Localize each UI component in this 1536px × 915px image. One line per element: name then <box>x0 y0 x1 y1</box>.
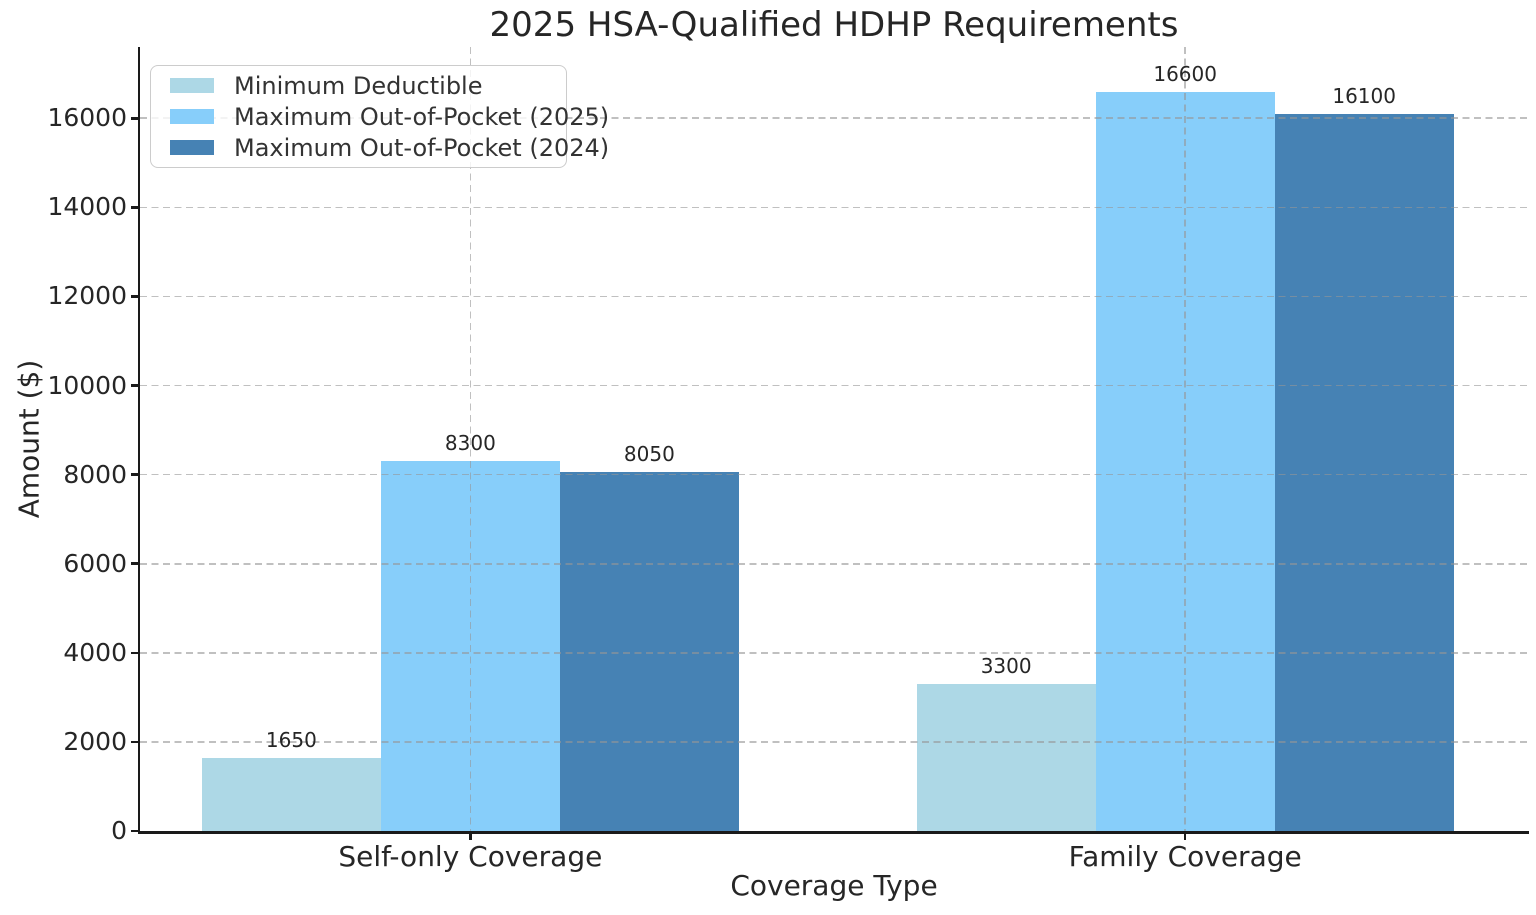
bar-labels-layer: 1650 8300 8050 3300 16600 16100 <box>140 47 1528 831</box>
legend-item: Minimum Deductible <box>161 70 556 101</box>
y-tick-label: 16000 <box>47 103 127 133</box>
y-tick-mark <box>131 117 140 120</box>
gridline-horizontal <box>140 473 1528 476</box>
legend-item: Maximum Out-of-Pocket (2025) <box>161 101 609 132</box>
bar-value-label: 16600 <box>1153 61 1217 86</box>
gridline-horizontal <box>140 562 1528 565</box>
x-axis-spine <box>137 831 1529 834</box>
bar-value-label: 8050 <box>623 442 675 467</box>
y-tick-mark <box>131 651 140 655</box>
y-tick-mark <box>131 829 140 833</box>
gridline-horizontal <box>140 652 1528 654</box>
y-tick-mark <box>131 740 140 744</box>
grid-layer <box>140 47 1528 831</box>
gridline-horizontal <box>140 295 1528 298</box>
bar-self-only-coverage-series-0 <box>201 757 381 831</box>
bar-self-only-coverage-series-2 <box>559 472 739 831</box>
y-tick-mark <box>131 384 140 387</box>
y-tick-label: 10000 <box>47 370 127 400</box>
legend-item: Maximum Out-of-Pocket (2024) <box>161 132 609 163</box>
bar-family-coverage-series-2 <box>1274 113 1454 831</box>
gridline-horizontal <box>140 741 1528 743</box>
x-category-label: Self-only Coverage <box>338 840 603 873</box>
x-axis-label: Coverage Type <box>730 869 938 902</box>
gridline-vertical <box>469 47 472 831</box>
legend-label: Maximum Out-of-Pocket (2024) <box>234 133 610 162</box>
gridline-horizontal <box>140 384 1528 387</box>
legend: Minimum Deductible Maximum Out-of-Pocket … <box>150 65 609 168</box>
y-tick-label: 8000 <box>63 459 127 489</box>
y-tick-mark <box>131 562 140 565</box>
y-tick-label: 12000 <box>47 281 127 311</box>
y-tick-label: 4000 <box>63 637 127 667</box>
x-tick-mark <box>1183 831 1187 840</box>
x-category-label: Family Coverage <box>1068 840 1302 873</box>
y-tick-mark <box>131 295 140 298</box>
bar-family-coverage-series-0 <box>916 684 1096 831</box>
bar-value-label: 3300 <box>980 654 1032 678</box>
legend-swatch <box>170 140 214 155</box>
y-tick-label: 14000 <box>47 192 127 222</box>
bar-value-label: 16100 <box>1332 83 1396 108</box>
bar-value-label: 1650 <box>265 727 317 752</box>
y-tick-label: 0 <box>111 816 127 845</box>
x-tick-mark <box>469 831 472 840</box>
y-tick-mark <box>131 206 140 209</box>
y-tick-label: 2000 <box>63 726 127 756</box>
legend-swatch <box>170 78 214 93</box>
y-tick-mark <box>131 473 140 476</box>
gridline-horizontal <box>140 117 1528 120</box>
bar-value-label: 8300 <box>444 431 496 456</box>
legend-swatch <box>170 109 214 124</box>
gridline-vertical <box>1184 47 1186 831</box>
chart-title: 2025 HSA-Qualified HDHP Requirements <box>489 5 1179 45</box>
legend-label: Maximum Out-of-Pocket (2025) <box>234 102 610 131</box>
plot-area: 1650 8300 8050 3300 16600 16100 <box>140 47 1528 831</box>
y-axis-spine <box>137 47 140 834</box>
gridline-horizontal <box>140 206 1528 209</box>
y-tick-label: 6000 <box>63 548 127 578</box>
legend-label: Minimum Deductible <box>234 71 483 100</box>
